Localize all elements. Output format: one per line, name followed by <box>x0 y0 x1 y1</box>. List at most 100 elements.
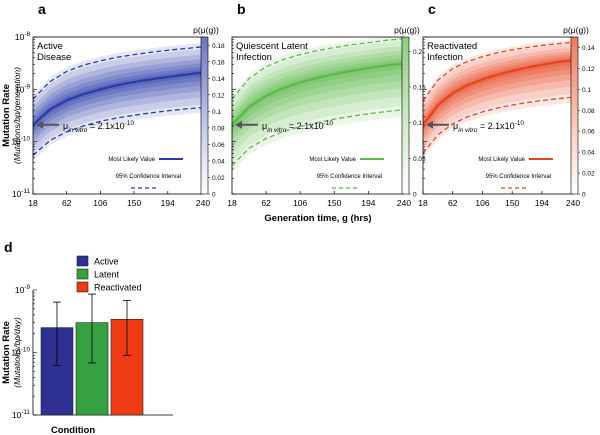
in-vitro-annotation: μin vitro = 2.1x10-10 <box>63 120 134 134</box>
arrow-head-icon <box>426 120 433 129</box>
probability-band <box>232 50 404 147</box>
x-tick-label: 194 <box>161 198 175 208</box>
panel-title: Active Disease <box>37 41 71 63</box>
x-axis-title: Condition <box>51 425 96 435</box>
colorbar-tick-label: 0 <box>413 192 417 199</box>
panel-a: a 18 62 106 150 194 240 10-8 10-9 10-10 10-11 0.18 0… <box>1 1 225 208</box>
panel-b: b 18 62 106 150 194 240 0.2 0.15 0.1 0.05 0 p(μ(g)) Q… <box>227 1 426 224</box>
legend-ci-label: 95% Confidence Interval <box>317 174 382 180</box>
probability-band <box>33 66 203 132</box>
probability-band <box>423 39 573 158</box>
colorbar-tick-label: 0.06 <box>582 129 595 136</box>
y-tick-label: 10-10 <box>11 136 30 147</box>
upper-ci-line <box>33 46 203 100</box>
y-tick-label: 10-11 <box>12 188 31 199</box>
lower-ci-line <box>423 96 573 154</box>
x-axis-title: Generation time, g (hrs) <box>264 213 371 224</box>
colorbar-label: p(μ(g)) <box>193 25 219 35</box>
colorbar-tick-label: 0.1 <box>582 87 591 94</box>
colorbar-tick-label: 0 <box>582 192 586 199</box>
probability-band <box>232 45 404 154</box>
probability-band <box>423 47 573 146</box>
colorbar-tick-label: 0.05 <box>413 156 426 163</box>
x-tick-label: 18 <box>28 198 38 208</box>
y-tick-label: 10-9 <box>15 284 31 295</box>
x-tick-label: 150 <box>127 198 141 208</box>
colorbar-tick-label: 0.12 <box>582 66 595 73</box>
colorbar-tick-label: 0.1 <box>212 109 221 116</box>
upper-ci-line <box>423 41 573 102</box>
lower-ci-line <box>33 106 203 156</box>
y-axis-units: (Mutations/bp/day) <box>12 317 22 388</box>
colorbar <box>200 36 209 195</box>
probability-band <box>232 54 404 140</box>
in-vitro-annotation: μin vitro = 2.1x10-10 <box>262 120 333 134</box>
colorbar-tick-label: 0.16 <box>212 59 225 66</box>
probability-band <box>33 63 203 137</box>
x-tick-label: 150 <box>505 198 519 208</box>
panel-letter: a <box>38 1 46 17</box>
colorbar-tick-label: 0 <box>212 192 216 199</box>
legend-ci-label: 95% Confidence Interval <box>116 174 181 180</box>
probability-band <box>33 42 203 160</box>
most-likely-line <box>33 71 203 126</box>
probability-band <box>423 50 573 140</box>
lower-ci-line <box>232 108 404 166</box>
upper-ci-line <box>232 37 404 100</box>
panel-letter: c <box>428 1 436 17</box>
x-tick-label: 106 <box>93 198 107 208</box>
most-likely-line <box>423 59 573 126</box>
colorbar-label: p(μ(g)) <box>394 25 420 35</box>
y-tick-label: 10-8 <box>15 31 31 42</box>
probability-band <box>232 57 404 135</box>
plot-area <box>232 37 404 172</box>
arrow-head-icon <box>36 120 43 129</box>
probability-band <box>423 53 573 136</box>
in-vitro-annotation: μin vitro = 2.1x10-10 <box>453 120 524 134</box>
legend-most-likely-label: Most Likely Value <box>309 157 356 163</box>
y-axis-title: Mutation Rate <box>1 84 12 147</box>
x-tick-label: 18 <box>418 198 428 208</box>
panel-title: Quiescent Latent Infection <box>236 41 308 63</box>
colorbar-tick-label: 0.15 <box>413 84 426 91</box>
x-tick-label: 194 <box>535 198 549 208</box>
colorbar <box>401 36 410 195</box>
colorbar-tick-label: 0.02 <box>212 175 225 182</box>
colorbar <box>570 36 579 195</box>
probability-band <box>232 40 404 163</box>
arrow-head-icon <box>235 120 242 129</box>
y-axis-units: (Mutations/bp/generation) <box>12 67 22 164</box>
probability-band <box>33 48 203 153</box>
colorbar-tick-label: 0.08 <box>212 125 225 132</box>
x-tick-label: 106 <box>293 198 307 208</box>
probability-band <box>423 43 573 151</box>
colorbar-tick-label: 0.2 <box>413 49 422 56</box>
legend-most-likely-label: Most Likely Value <box>108 157 155 163</box>
legend-label-reactivated: Reactivated <box>94 283 142 293</box>
y-axis-title: Mutation Rate <box>1 321 12 384</box>
colorbar-tick-label: 0.08 <box>582 108 595 115</box>
plot-area <box>33 42 203 160</box>
y-tick-label: 10-9 <box>15 83 31 94</box>
legend-swatch-active <box>76 255 89 267</box>
x-tick-label: 106 <box>475 198 489 208</box>
colorbar-tick-label: 0.18 <box>212 43 225 50</box>
x-tick-label: 240 <box>566 198 580 208</box>
x-tick-label: 62 <box>448 198 458 208</box>
colorbar-tick-label: 0.1 <box>413 120 422 127</box>
panel-d: d 10-9 10-10 10-11 Active Latent Reactivated Mu… <box>1 239 173 435</box>
most-likely-line <box>232 62 404 126</box>
colorbar-tick-label: 0.04 <box>212 158 225 165</box>
plot-area <box>423 39 573 158</box>
panel-letter: b <box>237 1 246 17</box>
colorbar-tick-label: 0.04 <box>582 150 595 157</box>
colorbar-tick-label: 0.14 <box>212 76 225 83</box>
legend-most-likely-label: Most Likely Value <box>478 157 525 163</box>
colorbar-tick-label: 0.14 <box>582 45 595 52</box>
panel-title: Reactivated Infection <box>427 41 477 63</box>
legend-swatch-latent <box>76 268 89 280</box>
legend-ci-label: 95% Confidence Interval <box>486 174 551 180</box>
probability-band <box>33 58 203 141</box>
y-tick-label: 10-11 <box>12 409 31 420</box>
